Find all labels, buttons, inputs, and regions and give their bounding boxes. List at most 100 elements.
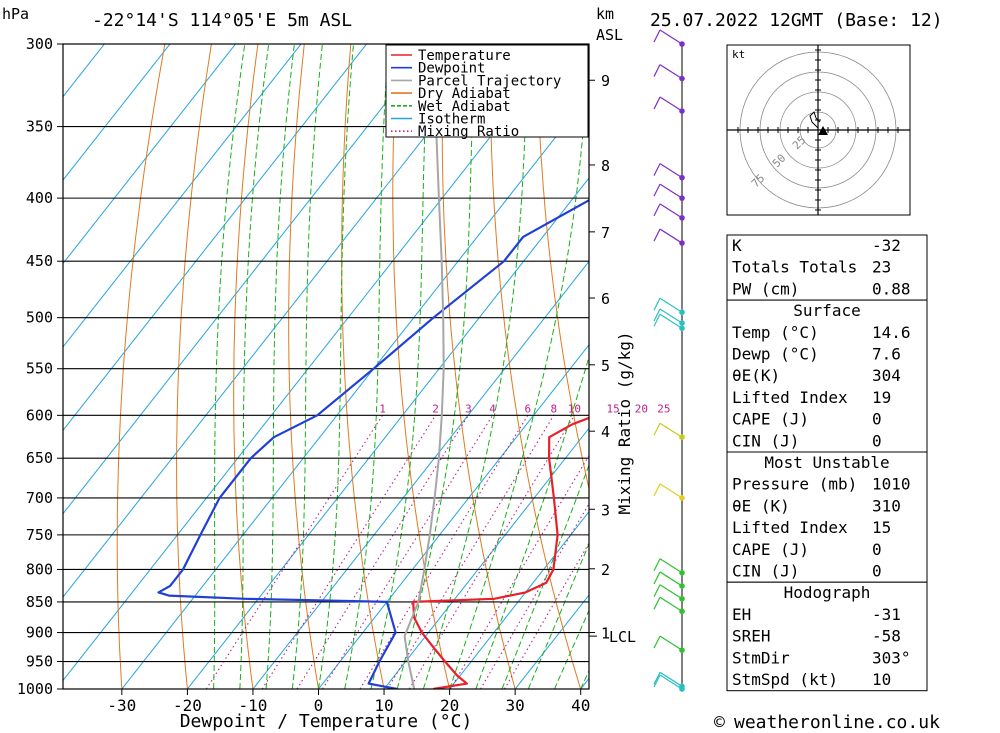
height-tick-label: 1 <box>601 625 610 643</box>
series-parcel-trajectory <box>403 44 445 689</box>
dry-adiabat-line <box>233 44 259 689</box>
indices-row-value: 14.6 <box>872 323 911 342</box>
temperature-tick-label: -10 <box>238 696 267 715</box>
temperature-tick-label: 10 <box>374 696 393 715</box>
isotherm-line <box>383 427 589 689</box>
indices-row-label: K <box>732 236 742 255</box>
indices-row-label: θE (K) <box>732 496 790 515</box>
mixing-ratio-line <box>359 415 529 689</box>
mixing-ratio-label: 4 <box>489 402 496 415</box>
indices-row-value: 19 <box>872 388 891 407</box>
plot-frame <box>62 43 590 690</box>
indices-row-label: CIN (J) <box>732 431 799 450</box>
wind-barb-shaft <box>659 297 683 313</box>
mixing-ratio-labels: 1 2 3 4 6 8 10 15 20 25 <box>379 402 670 415</box>
axes: 3003504004505005506006507007508008509009… <box>17 35 636 732</box>
wind-barb-feather <box>653 584 661 598</box>
temperature-tick-label: -20 <box>173 696 202 715</box>
wind-barb-shaft <box>659 64 683 80</box>
mixing-ratio-label: 2 <box>432 402 439 415</box>
pressure-label: 300 <box>26 35 53 53</box>
pressure-unit-label: hPa <box>2 5 29 23</box>
height-tick-label: 3 <box>601 501 610 519</box>
indices-row-value: 10 <box>872 670 891 689</box>
indices-row-label: θE(K) <box>732 366 780 385</box>
indices-table: K -32 Totals Totals 23 PW (cm) 0.88 Surface Tem… <box>726 234 928 692</box>
mixing-ratio-label: 20 <box>635 402 648 415</box>
wind-barb-point <box>679 595 685 602</box>
indices-row-label: EH <box>732 605 751 624</box>
wet-adiabat-line <box>318 44 354 689</box>
wind-barb-shaft <box>659 571 683 587</box>
pressure-label: 1000 <box>17 680 53 698</box>
wind-barb-feather <box>653 163 661 176</box>
dry-adiabat-line <box>489 44 582 689</box>
indices-row-value: 1010 <box>872 475 911 494</box>
wind-barb-point <box>679 41 685 47</box>
wind-barb-point <box>679 686 685 692</box>
pressure-label: 500 <box>26 309 53 327</box>
indices-row-value: 23 <box>872 258 891 277</box>
indices-row-label: Lifted Index <box>732 518 848 537</box>
dry-adiabat-line <box>288 44 319 689</box>
isotherm-line <box>252 260 589 689</box>
wind-barb-feather <box>653 298 661 311</box>
wind-barb-point <box>679 195 685 201</box>
pressure-label: 450 <box>26 252 53 270</box>
wind-barb-feather <box>653 203 661 217</box>
pressure-label: 700 <box>26 489 53 507</box>
height-unit-label: km <box>596 5 614 23</box>
mixing-ratio-line <box>205 414 383 689</box>
mixing-ratio-label: 25 <box>657 402 670 415</box>
x-axis-label: Dewpoint / Temperature (°C) <box>180 711 473 732</box>
indices-row-value: 303° <box>872 648 911 667</box>
height-tick-label: 2 <box>601 561 610 579</box>
wind-barb-shaft <box>659 313 683 329</box>
wind-barb-point <box>679 108 685 114</box>
wet-adiabat-line <box>554 609 589 689</box>
mixing-ratio-line <box>296 415 469 689</box>
wind-barb-feather <box>653 228 661 242</box>
height-tick-label: 6 <box>601 290 610 308</box>
profile-lines <box>157 44 589 689</box>
dry-adiabat-line <box>176 44 212 689</box>
wind-barb-feather <box>653 183 661 197</box>
indices-row-label: Temp (°C) <box>732 323 819 342</box>
mixing-ratio-axis-label: Mixing Ratio (g/kg) <box>615 331 634 514</box>
legend-label: Dewpoint <box>418 61 485 77</box>
footer: © weatheronline.co.uk <box>714 712 940 733</box>
indices-row-value: 0 <box>872 540 882 559</box>
indices-row-label: PW (cm) <box>732 279 799 298</box>
isotherm-line <box>63 44 106 98</box>
site-credit: weatheronline.co.uk <box>734 712 940 733</box>
pressure-label: 350 <box>26 118 53 136</box>
temperature-tick-label: -30 <box>107 696 136 715</box>
wind-barb-point <box>679 174 685 181</box>
wind-barb-point <box>679 75 685 82</box>
indices-row-value: 7.6 <box>872 345 901 364</box>
indices-section-most-unstable <box>726 451 928 583</box>
pressure-label: 550 <box>26 360 53 378</box>
mixing-ratio-line <box>386 415 555 689</box>
wet-adiabat-line <box>501 463 589 689</box>
wind-barb-shaft <box>659 163 683 179</box>
mixing-ratio-line <box>322 415 494 689</box>
temperature-tick-label: 40 <box>571 696 590 715</box>
legend-label: Mixing Ratio <box>418 124 519 140</box>
wind-barb-feather <box>653 558 661 572</box>
indices-row-label: StmSpd (kt) <box>732 670 838 689</box>
mixing-ratio-label: 1 <box>379 402 386 415</box>
wet-adiabat-line <box>344 44 389 689</box>
indices-row-value: 304 <box>872 366 901 385</box>
height-tick-label: 7 <box>601 224 610 242</box>
indices-row-value: -32 <box>872 236 901 255</box>
dry-adiabat-line <box>955 44 1000 689</box>
dry-adiabat-line <box>441 44 516 689</box>
wind-barb-shaft <box>659 635 683 651</box>
lcl-label: LCL <box>609 628 636 646</box>
wind-barb-shaft <box>659 422 683 438</box>
indices-section-surface <box>726 299 928 453</box>
indices-row-value: 15 <box>872 518 891 537</box>
wind-barb-feather <box>653 674 661 688</box>
